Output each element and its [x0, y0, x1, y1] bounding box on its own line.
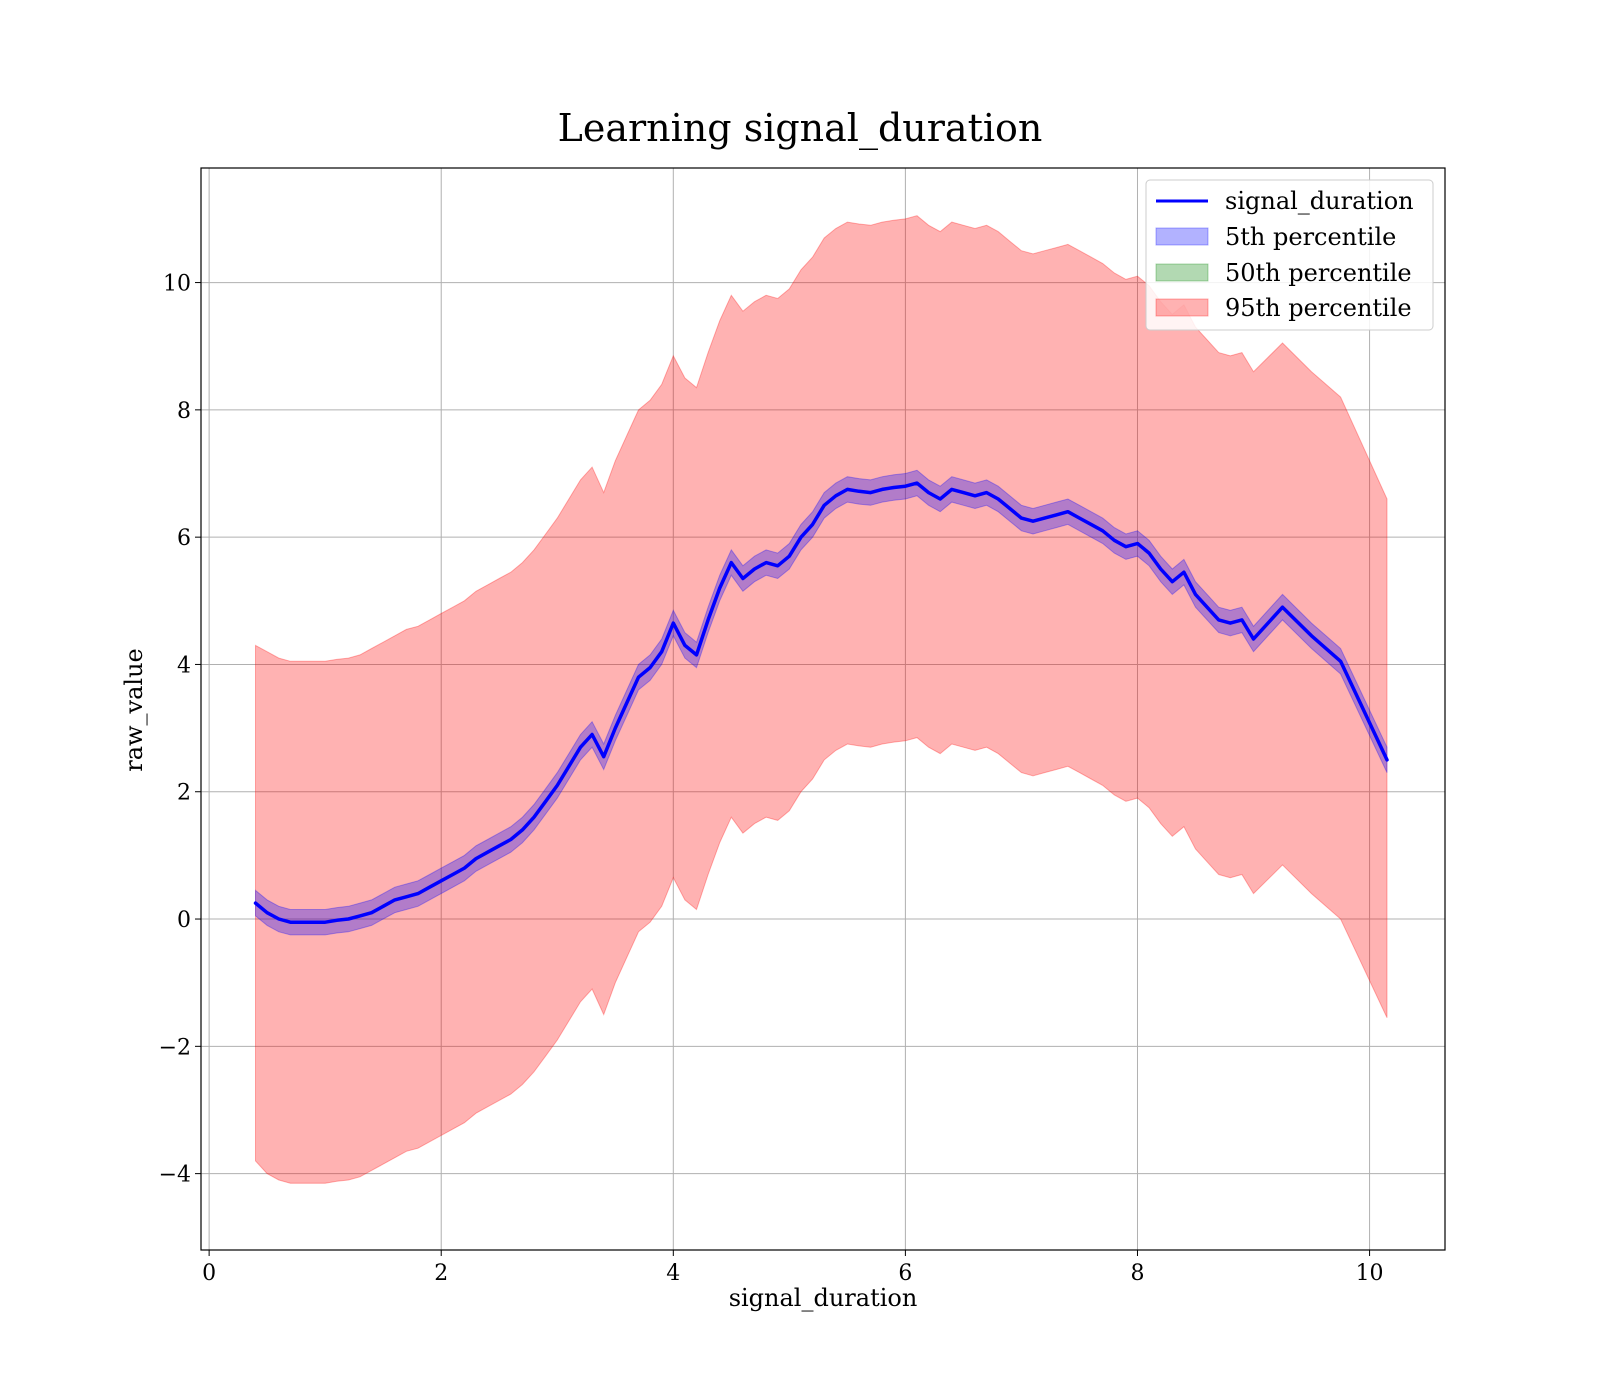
- grid: [201, 168, 1445, 1250]
- legend: signal_duration 5th percentile 50th perc…: [1145, 179, 1434, 331]
- line-layer: [253, 481, 1389, 924]
- x-tick-label: 0: [202, 1261, 216, 1286]
- p95-band: [255, 215, 1388, 1184]
- x-tick-label: 10: [1356, 1261, 1384, 1286]
- x-tick-label: 2: [434, 1261, 448, 1286]
- plot-frame: [200, 167, 1446, 1251]
- x-axis-label: signal_duration: [729, 1284, 918, 1312]
- x-ticks: 0 2 4 6 8 10: [202, 1250, 1384, 1286]
- legend-label-p50: 50th percentile: [1225, 259, 1412, 287]
- legend-frame: [1145, 179, 1434, 331]
- y-tick-label: 2: [177, 781, 191, 806]
- y-tick-label: 8: [177, 399, 191, 424]
- legend-swatch-p95: [1155, 298, 1209, 317]
- legend-label-p5: 5th percentile: [1225, 223, 1396, 251]
- y-axis-label: raw_value: [120, 648, 148, 772]
- legend-label-line: signal_duration: [1225, 187, 1414, 215]
- p95-band-layer: [255, 215, 1388, 1184]
- y-tick-label: 10: [163, 272, 191, 297]
- p5-band-layer: [255, 469, 1388, 936]
- signal-duration-line: [253, 481, 1389, 924]
- y-tick-label: −2: [159, 1035, 191, 1060]
- legend-swatch-p5: [1155, 227, 1209, 246]
- y-ticks: −4 −2 0 2 4 6 8 10: [159, 272, 201, 1188]
- x-tick-label: 6: [898, 1261, 912, 1286]
- y-tick-label: −4: [159, 1163, 191, 1188]
- x-tick-label: 8: [1130, 1261, 1144, 1286]
- y-tick-label: 0: [177, 908, 191, 933]
- p5-band: [255, 469, 1388, 936]
- x-tick-label: 4: [666, 1261, 680, 1286]
- y-tick-label: 4: [177, 653, 191, 678]
- chart-title: Learning signal_duration: [558, 106, 1043, 151]
- legend-swatch-p50: [1155, 263, 1209, 282]
- legend-label-p95: 95th percentile: [1225, 294, 1412, 322]
- y-tick-label: 6: [177, 526, 191, 551]
